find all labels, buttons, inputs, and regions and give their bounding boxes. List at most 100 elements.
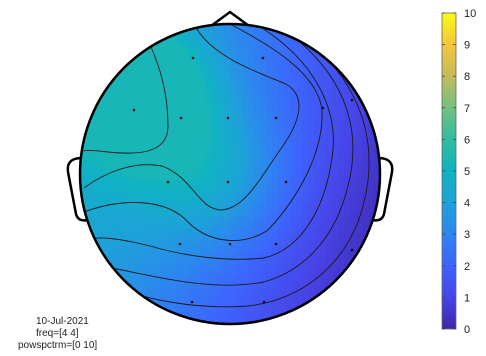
field-cell bbox=[146, 90, 153, 97]
field-cell bbox=[236, 114, 243, 121]
field-cell bbox=[200, 294, 207, 301]
field-cell bbox=[176, 210, 183, 217]
field-cell bbox=[188, 66, 195, 73]
field-cell bbox=[140, 120, 147, 127]
field-cell bbox=[188, 30, 195, 37]
field-cell bbox=[278, 246, 285, 253]
field-cell bbox=[212, 270, 219, 277]
field-cell bbox=[230, 108, 237, 115]
field-cell bbox=[218, 228, 225, 235]
field-cell bbox=[218, 252, 225, 259]
field-cell bbox=[332, 204, 339, 211]
field-cell bbox=[350, 138, 357, 145]
field-cell bbox=[236, 210, 243, 217]
field-cell bbox=[296, 204, 303, 211]
field-cell bbox=[272, 246, 279, 253]
field-cell bbox=[272, 84, 279, 91]
field-cell bbox=[260, 270, 267, 277]
field-cell bbox=[344, 234, 351, 241]
field-cell bbox=[332, 192, 339, 199]
field-cell bbox=[320, 72, 327, 79]
field-cell bbox=[236, 306, 243, 313]
field-cell bbox=[122, 90, 129, 97]
field-cell bbox=[374, 180, 380, 187]
field-cell bbox=[296, 252, 303, 259]
field-cell bbox=[314, 72, 321, 79]
field-cell bbox=[212, 114, 219, 121]
field-cell bbox=[116, 126, 123, 133]
field-cell bbox=[194, 174, 201, 181]
field-cell bbox=[344, 252, 351, 259]
field-cell bbox=[284, 258, 291, 265]
field-cell bbox=[122, 252, 129, 259]
field-cell bbox=[362, 168, 369, 175]
field-cell bbox=[266, 204, 273, 211]
field-cell bbox=[302, 306, 309, 313]
field-cell bbox=[182, 252, 189, 259]
field-cell bbox=[164, 264, 171, 271]
field-cell bbox=[194, 138, 201, 145]
field-cell bbox=[260, 240, 267, 247]
electrode-marker bbox=[132, 108, 136, 112]
field-cell bbox=[356, 174, 363, 181]
field-cell bbox=[158, 96, 165, 103]
field-cell bbox=[236, 222, 243, 229]
electrode-marker bbox=[274, 116, 278, 120]
field-cell bbox=[110, 186, 117, 193]
field-cell bbox=[86, 156, 93, 163]
field-cell bbox=[236, 66, 243, 73]
field-cell bbox=[224, 276, 231, 283]
field-cell bbox=[206, 294, 213, 301]
field-cell bbox=[134, 156, 141, 163]
field-cell bbox=[146, 204, 153, 211]
field-cell bbox=[92, 126, 99, 133]
field-cell bbox=[266, 144, 273, 151]
field-cell bbox=[152, 198, 159, 205]
field-cell bbox=[326, 144, 333, 151]
field-cell bbox=[200, 156, 207, 163]
field-cell bbox=[248, 36, 255, 43]
field-cell bbox=[278, 294, 285, 301]
field-cell bbox=[338, 258, 345, 265]
field-cell bbox=[242, 210, 249, 217]
field-cell bbox=[182, 288, 189, 295]
field-cell bbox=[266, 306, 273, 313]
field-cell bbox=[242, 126, 249, 133]
field-cell bbox=[98, 150, 105, 157]
field-cell bbox=[140, 264, 147, 271]
field-cell bbox=[290, 66, 297, 73]
field-cell bbox=[122, 156, 129, 163]
field-cell bbox=[368, 174, 375, 181]
field-cell bbox=[302, 102, 309, 109]
field-cell bbox=[116, 204, 123, 211]
field-cell bbox=[224, 294, 231, 301]
field-cell bbox=[170, 150, 177, 157]
field-cell bbox=[338, 252, 345, 259]
field-cell bbox=[182, 204, 189, 211]
field-cell bbox=[248, 126, 255, 133]
field-cell bbox=[266, 180, 273, 187]
field-cell bbox=[152, 180, 159, 187]
field-cell bbox=[296, 270, 303, 277]
field-cell bbox=[176, 150, 183, 157]
field-cell bbox=[338, 246, 345, 253]
field-cell bbox=[158, 54, 165, 61]
field-cell bbox=[146, 66, 153, 73]
field-cell bbox=[278, 156, 285, 163]
field-cell bbox=[248, 30, 255, 37]
field-cell bbox=[284, 84, 291, 91]
field-cell bbox=[296, 96, 303, 103]
field-cell bbox=[302, 192, 309, 199]
field-cell bbox=[248, 42, 255, 49]
field-cell bbox=[116, 144, 123, 151]
field-cell bbox=[86, 144, 93, 151]
colorbar-tick-label: 10 bbox=[464, 8, 476, 20]
field-cell bbox=[320, 114, 327, 121]
field-cell bbox=[140, 168, 147, 175]
field-cell bbox=[182, 270, 189, 277]
field-cell bbox=[374, 120, 380, 127]
field-cell bbox=[86, 126, 93, 133]
field-cell bbox=[338, 174, 345, 181]
field-cell bbox=[170, 72, 177, 79]
field-cell bbox=[158, 228, 165, 235]
